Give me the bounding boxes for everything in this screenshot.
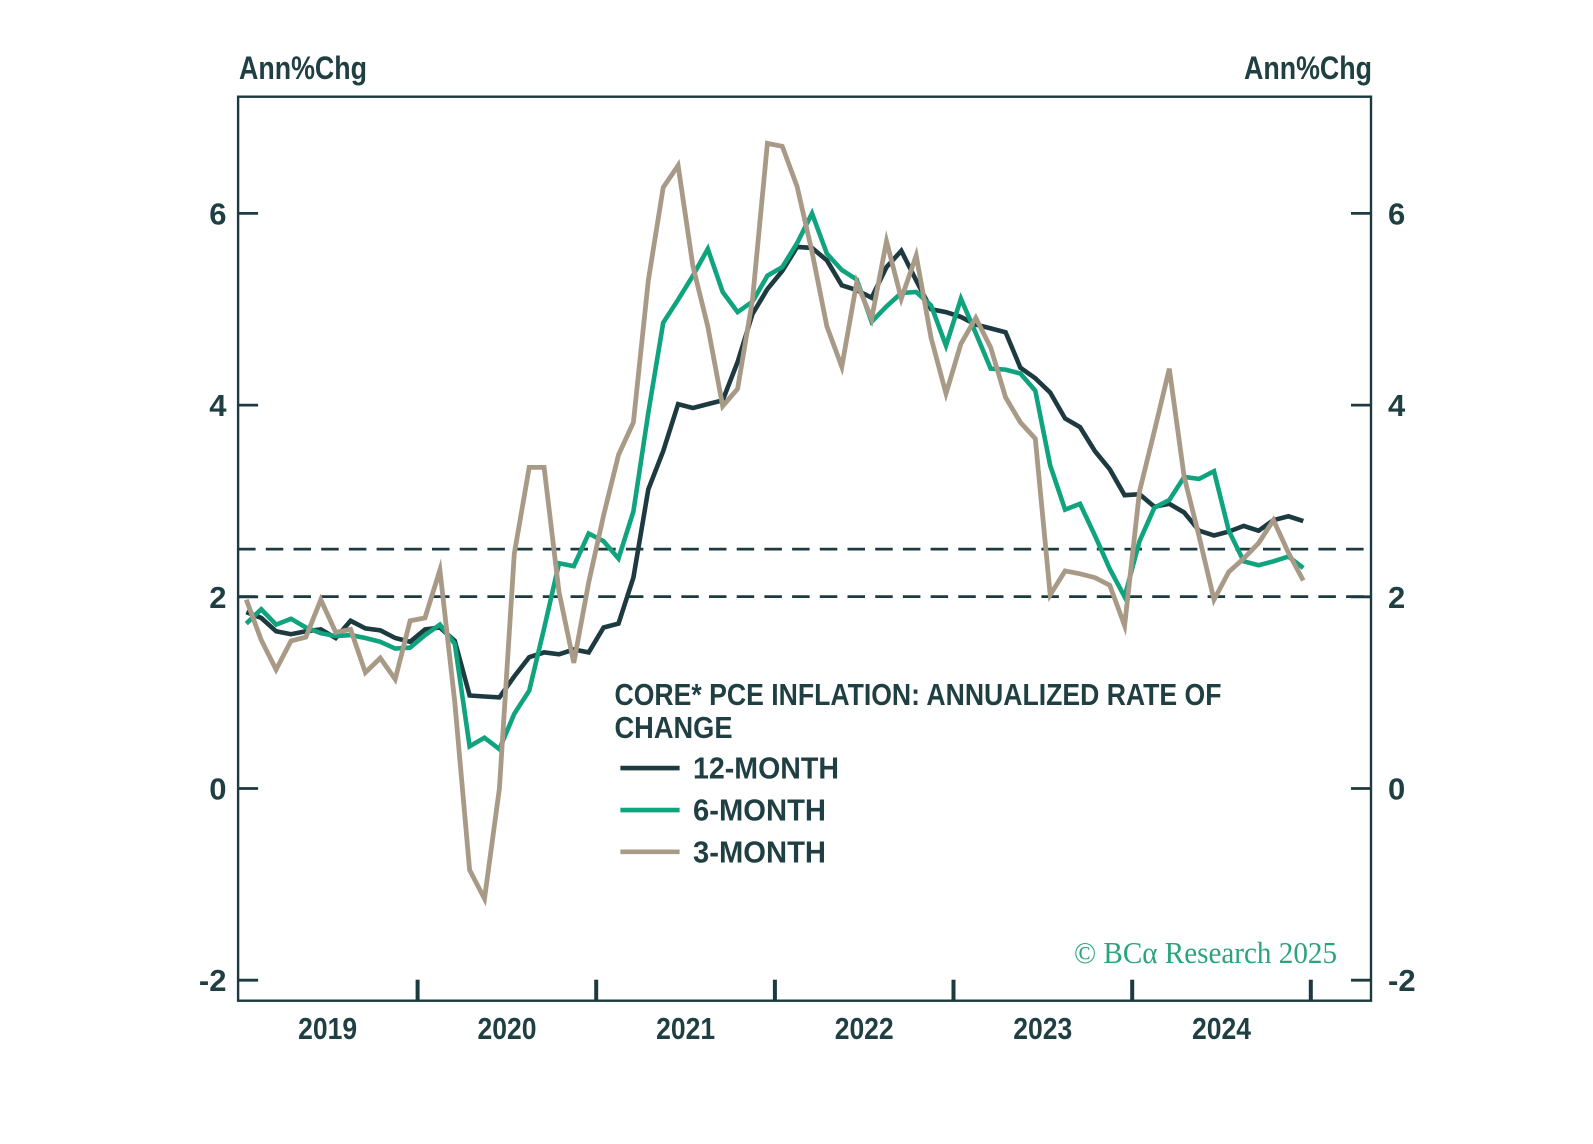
svg-text:2: 2 — [209, 580, 226, 615]
svg-text:Ann%Chg: Ann%Chg — [239, 50, 367, 86]
svg-text:© BCα Research 2025: © BCα Research 2025 — [1074, 935, 1337, 970]
svg-text:12-MONTH: 12-MONTH — [693, 751, 839, 786]
svg-text:-2: -2 — [1388, 963, 1416, 998]
svg-text:-2: -2 — [199, 963, 227, 998]
svg-text:2021: 2021 — [656, 1011, 715, 1046]
svg-text:4: 4 — [209, 388, 227, 423]
svg-text:2023: 2023 — [1013, 1011, 1072, 1046]
svg-text:6: 6 — [209, 196, 226, 231]
svg-text:3-MONTH: 3-MONTH — [693, 834, 826, 869]
svg-text:Ann%Chg: Ann%Chg — [1244, 50, 1372, 86]
svg-text:2022: 2022 — [835, 1011, 894, 1046]
svg-text:0: 0 — [1388, 772, 1405, 807]
svg-text:2: 2 — [1388, 580, 1405, 615]
svg-text:4: 4 — [1388, 388, 1406, 423]
svg-text:6: 6 — [1388, 196, 1405, 231]
svg-text:CORE* PCE INFLATION: ANNUALIZE: CORE* PCE INFLATION: ANNUALIZED RATE OF — [615, 677, 1222, 712]
svg-text:CHANGE: CHANGE — [615, 710, 733, 745]
svg-text:0: 0 — [209, 772, 226, 807]
svg-text:2019: 2019 — [298, 1011, 357, 1046]
svg-text:2024: 2024 — [1192, 1011, 1252, 1046]
svg-text:2020: 2020 — [478, 1011, 537, 1046]
svg-text:6-MONTH: 6-MONTH — [693, 793, 826, 828]
